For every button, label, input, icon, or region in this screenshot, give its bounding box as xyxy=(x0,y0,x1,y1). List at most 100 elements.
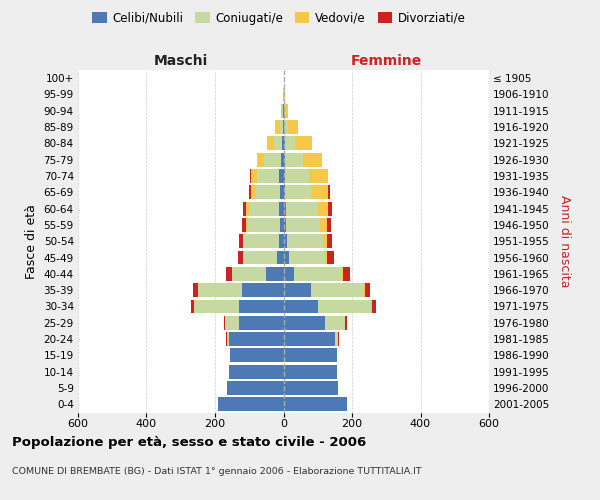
Bar xyxy=(226,267,284,281)
Bar xyxy=(284,234,327,248)
Bar xyxy=(227,381,284,395)
Bar xyxy=(267,136,284,150)
Bar xyxy=(284,381,338,395)
Bar xyxy=(280,202,284,215)
Bar xyxy=(284,283,364,297)
Bar xyxy=(284,202,318,215)
Bar xyxy=(256,186,284,200)
Bar xyxy=(284,218,328,232)
Bar xyxy=(284,186,328,200)
Bar xyxy=(265,153,284,166)
Bar xyxy=(284,218,286,232)
Bar xyxy=(239,234,284,248)
Bar xyxy=(257,169,284,183)
Bar xyxy=(225,316,284,330)
Bar xyxy=(267,136,284,150)
Bar xyxy=(275,120,284,134)
Bar xyxy=(284,234,332,248)
Bar xyxy=(284,300,371,314)
Bar xyxy=(227,332,284,346)
Bar xyxy=(248,202,284,215)
Bar xyxy=(284,316,345,330)
Bar xyxy=(239,316,284,330)
Bar xyxy=(218,398,284,411)
Bar xyxy=(284,283,311,297)
Bar xyxy=(284,316,345,330)
Bar xyxy=(242,218,284,232)
Bar xyxy=(282,136,284,150)
Bar xyxy=(284,104,285,118)
Bar xyxy=(284,186,311,200)
Bar xyxy=(280,120,284,134)
Bar xyxy=(194,300,284,314)
Bar xyxy=(280,169,284,183)
Bar xyxy=(284,267,350,281)
Bar xyxy=(284,234,323,248)
Bar xyxy=(274,136,284,150)
Bar xyxy=(275,120,284,134)
Bar xyxy=(281,153,284,166)
Bar xyxy=(257,153,284,166)
Bar xyxy=(244,250,284,264)
Legend: Celibi/Nubili, Coniugati/e, Vedovi/e, Divorziati/e: Celibi/Nubili, Coniugati/e, Vedovi/e, Di… xyxy=(88,7,470,30)
Bar xyxy=(284,120,298,134)
Bar xyxy=(229,365,284,378)
Bar xyxy=(257,153,284,166)
Bar xyxy=(284,169,309,183)
Bar xyxy=(244,234,284,248)
Bar xyxy=(280,218,284,232)
Bar xyxy=(284,300,371,314)
Bar xyxy=(284,348,337,362)
Bar xyxy=(284,202,286,215)
Bar xyxy=(197,283,284,297)
Bar xyxy=(284,381,338,395)
Bar xyxy=(284,153,322,166)
Bar xyxy=(284,120,298,134)
Bar xyxy=(284,381,338,395)
Bar xyxy=(279,234,284,248)
Bar xyxy=(266,267,284,281)
Bar xyxy=(251,186,284,200)
Bar xyxy=(227,332,284,346)
Bar xyxy=(284,398,347,411)
Bar xyxy=(284,250,334,264)
Bar xyxy=(284,153,304,166)
Bar xyxy=(244,250,284,264)
Text: Maschi: Maschi xyxy=(154,54,208,68)
Bar xyxy=(284,283,365,297)
Bar xyxy=(284,136,312,150)
Bar xyxy=(284,348,337,362)
Bar xyxy=(284,332,339,346)
Bar xyxy=(284,120,287,134)
Bar xyxy=(198,283,284,297)
Bar xyxy=(230,348,284,362)
Y-axis label: Fasce di età: Fasce di età xyxy=(25,204,38,279)
Text: Femmine: Femmine xyxy=(350,54,422,68)
Bar xyxy=(284,153,322,166)
Bar xyxy=(218,398,284,411)
Bar xyxy=(284,169,328,183)
Bar xyxy=(284,300,318,314)
Bar xyxy=(284,267,294,281)
Bar xyxy=(193,283,284,297)
Bar xyxy=(227,381,284,395)
Bar xyxy=(284,365,337,378)
Bar xyxy=(248,218,284,232)
Bar xyxy=(284,218,331,232)
Bar xyxy=(194,300,284,314)
Bar xyxy=(284,348,337,362)
Bar xyxy=(284,365,337,378)
Bar xyxy=(284,381,338,395)
Bar xyxy=(230,348,284,362)
Bar xyxy=(284,250,325,264)
Bar xyxy=(284,267,343,281)
Text: Popolazione per età, sesso e stato civile - 2006: Popolazione per età, sesso e stato civil… xyxy=(12,436,366,449)
Bar xyxy=(281,104,284,118)
Bar xyxy=(232,267,284,281)
Bar xyxy=(218,398,284,411)
Bar xyxy=(284,250,328,264)
Bar xyxy=(284,365,337,378)
Bar xyxy=(229,365,284,378)
Bar xyxy=(246,218,284,232)
Bar xyxy=(284,398,347,411)
